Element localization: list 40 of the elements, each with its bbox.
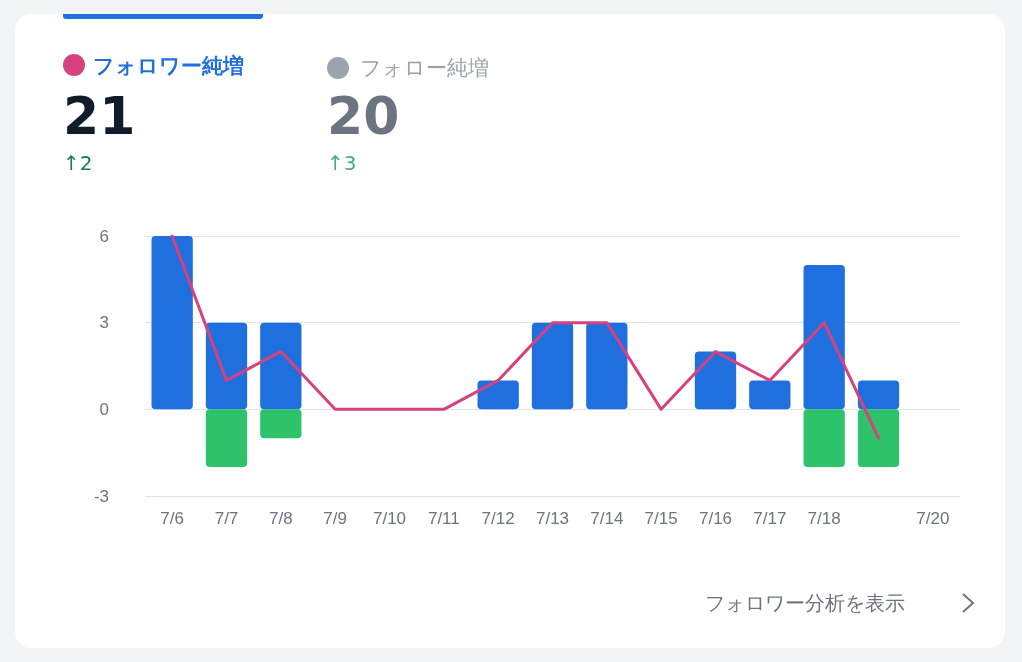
y-tick-label: 3 [99,313,109,333]
bar [205,409,248,468]
bar [694,351,737,410]
bar [260,409,302,439]
x-tick-label: 7/14 [590,509,624,528]
text: フォロー純増 [360,55,489,82]
text: 21 [63,86,136,146]
bar [586,322,628,410]
bar [477,380,519,410]
bar [151,236,193,410]
x-tick-label: 7/20 [916,509,950,528]
y-tick-label: 6 [99,226,109,246]
text: ↑2 [63,151,93,175]
x-tick-label: 7/13 [535,509,570,528]
x-tick-label: 7/7 [214,509,239,528]
text: ↑3 [327,151,357,175]
x-tick-label: 7/8 [269,509,293,528]
x-tick-label: 7/17 [753,509,787,528]
bar [857,380,900,410]
x-tick-label: 7/6 [160,509,184,528]
text: フォロワー分析を表示 [705,590,905,617]
x-tick-label: 7/15 [644,509,678,528]
bar [531,322,574,410]
x-tick-label: 7/10 [372,509,407,528]
bar [857,409,900,468]
bar [749,380,791,410]
x-tick-label: 7/16 [698,509,733,528]
y-tick-label: 0 [99,399,109,419]
x-tick-label: 7/12 [481,509,515,528]
bar [803,409,845,468]
x-tick-label: 7/9 [323,509,347,528]
text: 20 [327,86,400,146]
x-tick-label: 7/11 [427,509,460,528]
legend-label: フォロワー純増 [93,54,244,78]
bar [803,264,845,410]
x-tick-label: 7/18 [807,509,841,528]
y-tick-label: -3 [93,486,109,506]
bar [205,322,248,410]
line-series [170,234,880,440]
bar [260,322,302,410]
